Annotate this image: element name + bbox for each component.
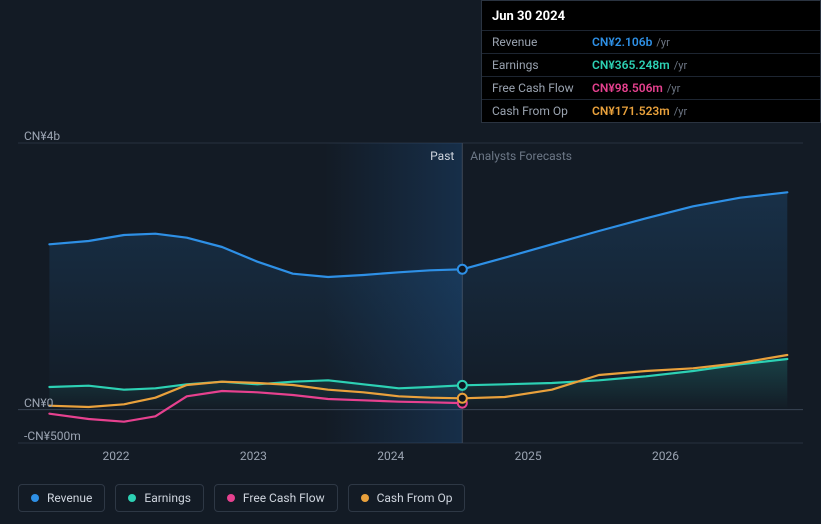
- tooltip-row: Free Cash FlowCN¥98.506m/yr: [482, 76, 820, 99]
- x-axis-label: 2022: [102, 449, 129, 463]
- legend-swatch: [361, 494, 369, 502]
- legend-swatch: [227, 494, 235, 502]
- x-axis-label: 2023: [240, 449, 267, 463]
- tooltip-row: EarningsCN¥365.248m/yr: [482, 53, 820, 76]
- y-axis-label: CN¥4b: [24, 129, 60, 143]
- legend-item-revenue[interactable]: Revenue: [18, 484, 105, 512]
- chart-tooltip: Jun 30 2024 RevenueCN¥2.106b/yrEarningsC…: [481, 0, 821, 123]
- x-axis-label: 2026: [652, 449, 679, 463]
- tooltip-row-unit: /yr: [656, 36, 669, 49]
- legend-label: Revenue: [47, 491, 92, 505]
- tooltip-row-label: Earnings: [492, 58, 592, 72]
- tooltip-row-value: CN¥365.248m: [592, 58, 670, 72]
- legend-label: Free Cash Flow: [243, 491, 325, 505]
- tooltip-row-unit: /yr: [674, 59, 687, 72]
- tooltip-row-label: Cash From Op: [492, 104, 592, 118]
- tooltip-row-value: CN¥171.523m: [592, 104, 670, 118]
- x-axis-label: 2024: [377, 449, 404, 463]
- tooltip-row-label: Revenue: [492, 35, 592, 49]
- x-axis-label: 2025: [515, 449, 542, 463]
- tooltip-row-unit: /yr: [667, 82, 680, 95]
- tooltip-title: Jun 30 2024: [482, 1, 820, 30]
- y-axis-label: CN¥0: [24, 396, 53, 410]
- tooltip-row-label: Free Cash Flow: [492, 81, 592, 95]
- tooltip-row-value: CN¥98.506m: [592, 81, 663, 95]
- legend-item-cfo[interactable]: Cash From Op: [348, 484, 466, 512]
- legend-item-fcf[interactable]: Free Cash Flow: [214, 484, 338, 512]
- chart-legend: Revenue Earnings Free Cash Flow Cash From O…: [18, 484, 465, 512]
- tooltip-row-unit: /yr: [674, 105, 687, 118]
- legend-swatch: [31, 494, 39, 502]
- tooltip-row-value: CN¥2.106b: [592, 35, 652, 49]
- region-label-past: Past: [430, 149, 454, 163]
- tooltip-row: RevenueCN¥2.106b/yr: [482, 30, 820, 53]
- legend-item-earnings[interactable]: Earnings: [115, 484, 204, 512]
- tooltip-row: Cash From OpCN¥171.523m/yr: [482, 99, 820, 122]
- region-label-forecast: Analysts Forecasts: [470, 149, 572, 163]
- y-axis-label: -CN¥500m: [24, 429, 81, 443]
- legend-label: Cash From Op: [377, 491, 453, 505]
- legend-swatch: [128, 494, 136, 502]
- legend-label: Earnings: [144, 491, 191, 505]
